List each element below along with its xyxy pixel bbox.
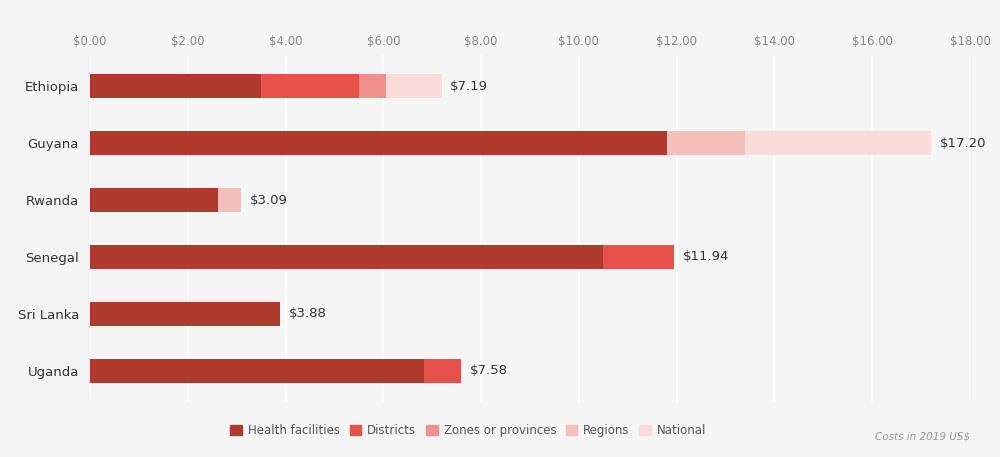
Legend: Health facilities, Districts, Zones or provinces, Regions, National: Health facilities, Districts, Zones or p… [226,419,711,441]
Bar [90,131,667,155]
Bar [603,245,674,269]
Text: $17.20: $17.20 [940,137,986,149]
Bar [359,74,386,98]
Bar [261,74,359,98]
Bar [90,74,261,98]
Text: $7.58: $7.58 [469,364,507,377]
Text: $7.19: $7.19 [450,80,488,93]
Bar [90,359,424,383]
Bar [386,74,442,98]
Bar [218,188,241,212]
Text: $11.94: $11.94 [683,250,729,264]
Text: $3.88: $3.88 [288,308,326,320]
Bar [90,302,280,326]
Text: Costs in 2019 US$: Costs in 2019 US$ [875,431,970,441]
Bar [90,188,218,212]
Bar [424,359,461,383]
Text: $3.09: $3.09 [250,193,288,207]
Bar [667,131,745,155]
Bar [90,245,603,269]
Bar [745,131,931,155]
